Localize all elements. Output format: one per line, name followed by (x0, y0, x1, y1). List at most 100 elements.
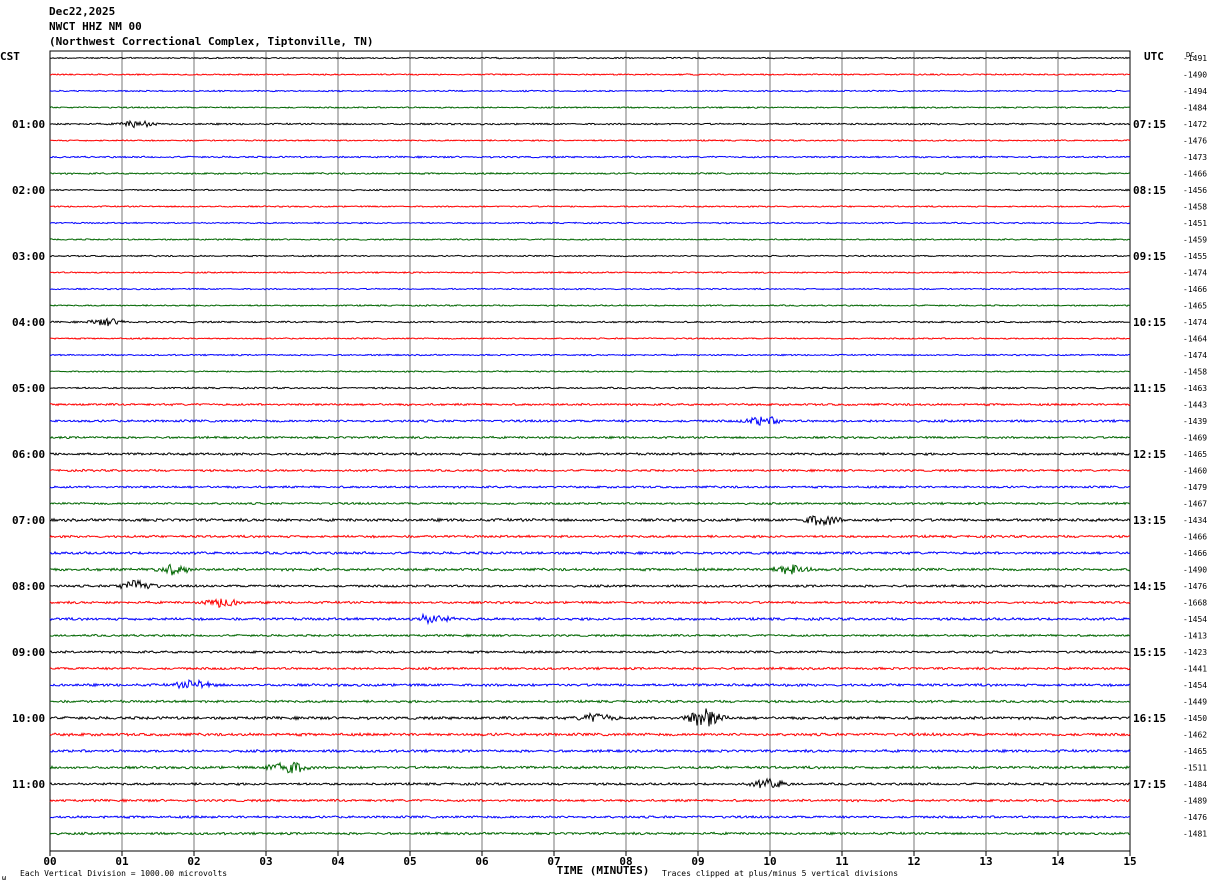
x-tick-label: 12 (907, 855, 920, 868)
seismic-trace (49, 254, 1131, 258)
dc-offset-label: -1458 (1183, 203, 1207, 212)
seismic-trace (49, 353, 1131, 357)
utc-hour-label: 16:15 (1133, 712, 1166, 725)
seismic-trace (49, 699, 1131, 704)
seismic-trace (49, 633, 1131, 638)
seismic-trace (49, 598, 1131, 608)
cst-hour-label: 01:00 (12, 118, 45, 131)
utc-hour-label: 07:15 (1133, 118, 1166, 131)
seismic-trace (49, 402, 1131, 407)
dc-offset-label: -1489 (1183, 797, 1207, 806)
x-tick-label: 08 (619, 855, 632, 868)
cst-hour-label: 08:00 (12, 580, 45, 593)
seismic-trace (49, 205, 1131, 208)
dc-offset-label: -1455 (1183, 252, 1207, 261)
seismic-trace (49, 105, 1131, 109)
dc-header-label: DC (1186, 51, 1194, 59)
dc-offset-label: -1465 (1183, 302, 1207, 311)
seismic-trace (49, 337, 1131, 340)
dc-offset-label: -1454 (1183, 681, 1207, 690)
seismic-trace (49, 386, 1130, 390)
x-tick-label: 05 (403, 855, 416, 868)
seismic-trace (49, 287, 1131, 291)
utc-hour-label: 15:15 (1133, 646, 1166, 659)
dc-offset-label: -1462 (1183, 731, 1207, 740)
utc-hour-label: 08:15 (1133, 184, 1166, 197)
seismic-trace (49, 612, 1131, 626)
x-tick-label: 10 (763, 855, 776, 868)
x-axis-title: TIME (MINUTES) (557, 864, 650, 877)
dc-offset-label: -1490 (1183, 566, 1207, 575)
plot-frame (49, 50, 1131, 852)
dc-offset-label: -1423 (1183, 648, 1207, 657)
dc-offset-label: -1484 (1183, 104, 1207, 113)
seismic-trace (49, 73, 1131, 76)
seismic-trace (49, 814, 1131, 820)
dc-offset-label: -1464 (1183, 335, 1207, 344)
seismic-trace (49, 563, 1131, 576)
dc-offset-label: -1465 (1183, 450, 1207, 459)
dc-offset-label: -1481 (1183, 830, 1207, 839)
dc-offset-label: -1668 (1183, 599, 1207, 608)
cst-hour-label: 09:00 (12, 646, 45, 659)
dc-offset-label: -1458 (1183, 368, 1207, 377)
seismic-trace (49, 415, 1131, 426)
dc-offset-label: -1511 (1183, 764, 1207, 773)
utc-hour-label: 10:15 (1133, 316, 1166, 329)
utc-hour-label: 12:15 (1133, 448, 1166, 461)
seismic-trace (49, 221, 1131, 225)
seismic-trace (49, 666, 1131, 671)
seismic-trace (49, 56, 1131, 60)
seismic-trace (49, 270, 1131, 275)
seismic-trace (49, 748, 1131, 754)
seismic-trace (49, 435, 1131, 440)
dc-offset-label: -1450 (1183, 714, 1207, 723)
seismic-trace (49, 89, 1131, 93)
seismic-trace (50, 468, 1131, 473)
dc-offset-label: -1459 (1183, 236, 1207, 245)
seismic-trace (49, 188, 1131, 192)
date-label: Dec22,2025 (49, 5, 116, 18)
dc-offset-label: -1460 (1183, 467, 1207, 476)
utc-hour-label: 13:15 (1133, 514, 1166, 527)
corner-mark: ω (2, 874, 6, 882)
seismic-trace (49, 731, 1131, 737)
x-tick-label: 06 (475, 855, 489, 868)
cst-hour-label: 11:00 (12, 778, 45, 791)
dc-offset-label: -1439 (1183, 417, 1207, 426)
dc-offset-label: -1463 (1183, 384, 1207, 393)
scale-note: Each Vertical Division = 1000.00 microvo… (20, 869, 227, 878)
utc-hour-label: 11:15 (1133, 382, 1166, 395)
dc-offset-label: -1491 (1183, 54, 1207, 63)
seismic-trace (49, 515, 1131, 527)
utc-hour-label: 09:15 (1133, 250, 1166, 263)
x-tick-label: 11 (835, 855, 849, 868)
x-tick-label: 03 (259, 855, 272, 868)
x-tick-label: 15 (1123, 855, 1136, 868)
x-tick-label: 02 (187, 855, 200, 868)
utc-hour-label: 17:15 (1133, 778, 1166, 791)
cst-hour-label: 06:00 (12, 448, 45, 461)
seismic-trace (49, 139, 1131, 142)
dc-offset-label: -1443 (1183, 401, 1207, 410)
seismic-trace (49, 534, 1131, 539)
dc-offset-label: -1474 (1183, 318, 1207, 327)
dc-offset-label: -1476 (1183, 813, 1207, 822)
cst-hour-label: 03:00 (12, 250, 45, 263)
x-tick-label: 00 (43, 855, 56, 868)
dc-offset-label: -1466 (1183, 549, 1207, 558)
seismic-trace (49, 708, 1131, 727)
seismic-trace (49, 485, 1131, 490)
seismic-trace (49, 238, 1131, 242)
seismic-trace (49, 579, 1131, 590)
x-tick-label: 09 (691, 855, 704, 868)
seismic-trace (49, 777, 1131, 789)
seismic-trace (49, 304, 1131, 307)
dc-offset-label: -1465 (1183, 747, 1207, 756)
dc-offset-label: -1474 (1183, 351, 1207, 360)
dc-offset-label: -1476 (1183, 137, 1207, 146)
dc-offset-label: -1454 (1183, 615, 1207, 624)
seismic-trace (49, 678, 1131, 690)
seismic-trace (49, 171, 1131, 176)
